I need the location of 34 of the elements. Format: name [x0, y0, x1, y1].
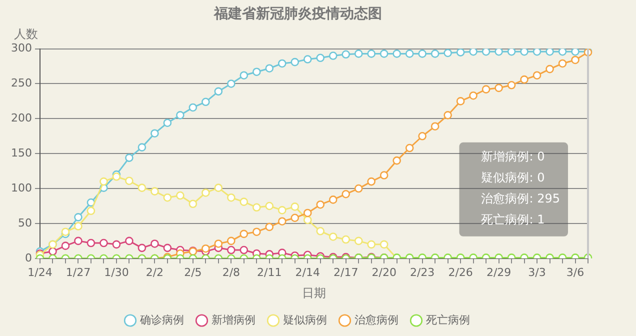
x-tick-label: 3/6 [566, 266, 584, 279]
y-tick-label: 100 [10, 181, 32, 194]
y-axis-title: 人数 [14, 26, 38, 41]
x-tick-label: 2/17 [334, 266, 358, 279]
chart-title: 福建省新冠肺炎疫情动态图 [213, 5, 382, 22]
x-tick-label: 2/2 [146, 266, 164, 279]
x-tick-label: 2/26 [448, 266, 473, 279]
y-tick-label: 250 [10, 76, 32, 90]
x-tick-label: 2/5 [184, 266, 202, 279]
x-tick-label: 2/29 [486, 266, 512, 279]
x-axis-title: 日期 [302, 286, 326, 300]
x-tick-label: 2/14 [295, 266, 320, 279]
y-tick-label: 0 [24, 251, 32, 264]
y-tick-label: 300 [10, 42, 32, 55]
legend-label: 死亡病例 [426, 313, 470, 326]
x-tick-label: 2/23 [410, 266, 435, 279]
x-tick-label: 1/30 [104, 266, 129, 279]
x-tick-label: 2/11 [257, 266, 282, 279]
annotation: 新增病例: 0 [481, 150, 545, 164]
x-tick-label: 2/20 [372, 266, 396, 279]
x-tick-label: 1/24 [28, 266, 52, 279]
annotation: 疑似病例: 0 [481, 170, 545, 185]
y-tick-label: 200 [10, 112, 32, 125]
annotation: 治愈病例: 295 [481, 192, 560, 206]
legend-label: 确诊病例 [138, 313, 184, 326]
legend-label: 治愈病例 [354, 313, 398, 326]
x-tick-label: 1/27 [66, 266, 91, 279]
y-tick-label: 150 [10, 146, 32, 160]
legend-label: 疑似病例 [282, 313, 327, 326]
y-tick-label: 50 [18, 216, 32, 230]
annotation: 死亡病例: 1 [481, 212, 545, 227]
x-tick-label: 3/3 [528, 266, 546, 279]
x-tick-label: 2/8 [222, 266, 240, 279]
legend-label: 新增病例 [211, 313, 256, 326]
